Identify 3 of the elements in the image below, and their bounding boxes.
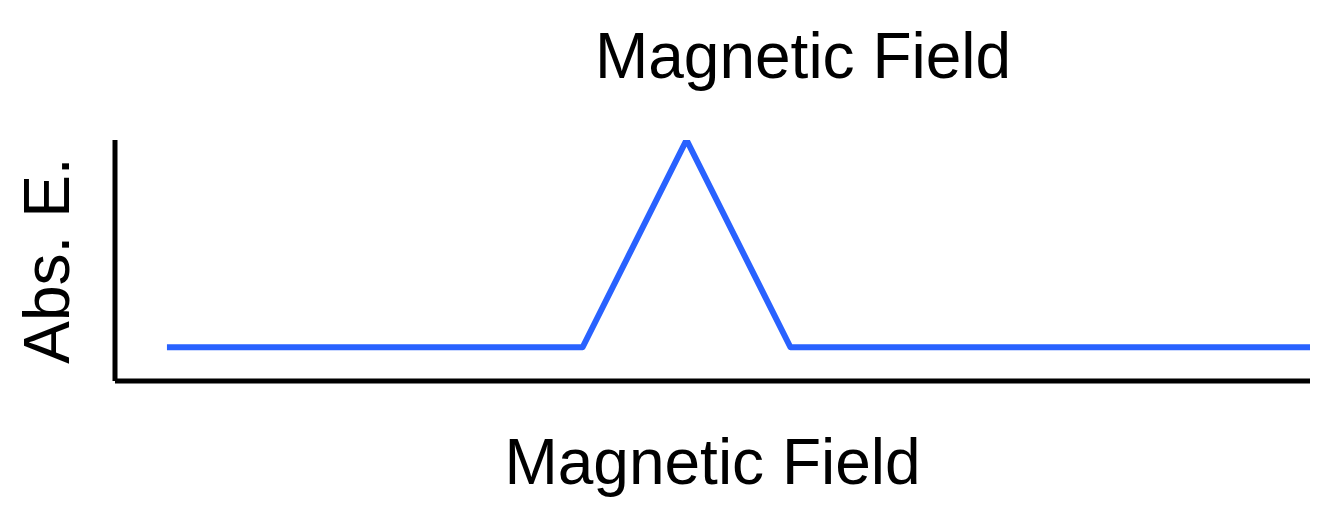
x-axis-title: Magnetic Field	[504, 426, 921, 498]
y-axis-title: Abs. E.	[10, 157, 83, 364]
chart-title: Magnetic Field	[593, 19, 1013, 94]
